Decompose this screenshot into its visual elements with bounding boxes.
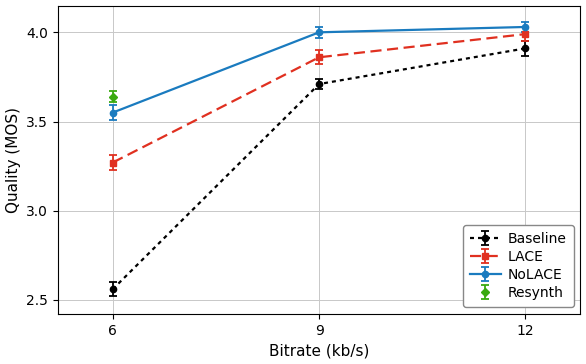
Y-axis label: Quality (MOS): Quality (MOS) bbox=[5, 107, 21, 213]
X-axis label: Bitrate (kb/s): Bitrate (kb/s) bbox=[269, 344, 369, 359]
Legend: Baseline, LACE, NoLACE, Resynth: Baseline, LACE, NoLACE, Resynth bbox=[464, 225, 574, 307]
